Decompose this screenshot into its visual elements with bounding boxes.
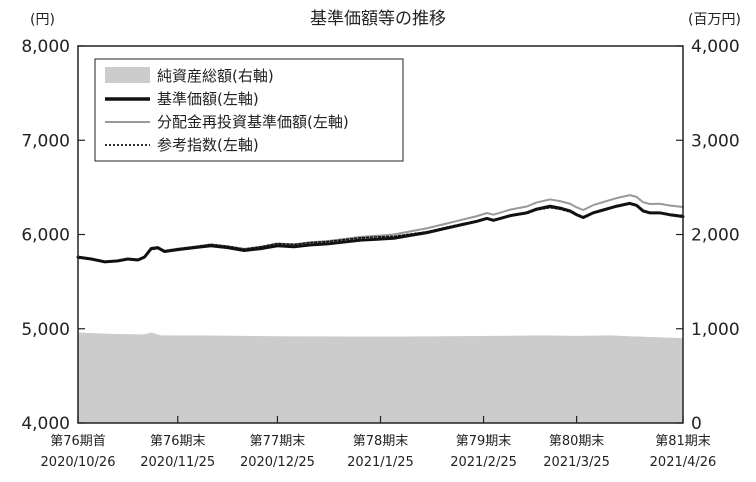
legend-label-net-assets: 純資産総額(右軸) xyxy=(157,67,274,85)
x-tick-label-period: 第81期末 xyxy=(655,434,711,449)
y-left-tick-label: 4,000 xyxy=(21,414,70,434)
legend-label-reinvested-nav: 分配金再投資基準価額(左軸) xyxy=(157,113,349,131)
y-left-tick-label: 8,000 xyxy=(21,37,70,57)
x-tick-label-date: 2021/3/25 xyxy=(543,455,610,470)
x-tick-label-period: 第80期末 xyxy=(549,434,605,449)
x-tick-label-period: 第77期末 xyxy=(250,434,306,449)
tick-layer: 8,000 7,000 6,000 5,000 4,000 4,000 3,000 2,000… xyxy=(21,37,739,470)
y-right-tick-label: 2,000 xyxy=(691,226,740,246)
y-right-tick-label: 1,000 xyxy=(691,320,740,340)
legend-label-benchmark: 参考指数(左軸) xyxy=(157,136,259,154)
y-left-tick-label: 7,000 xyxy=(21,131,70,151)
y-left-tick-label: 6,000 xyxy=(21,226,70,246)
x-tick-label-date: 2020/12/25 xyxy=(240,455,315,470)
x-tick-label-date: 2020/11/25 xyxy=(140,455,215,470)
legend-label-nav: 基準価額(左軸) xyxy=(157,90,259,108)
x-tick-label-period: 第76期首 xyxy=(50,434,106,449)
x-tick-label-period: 第78期末 xyxy=(353,434,409,449)
x-tick-label-date: 2020/10/26 xyxy=(41,455,116,470)
y-left-tick-label: 5,000 xyxy=(21,320,70,340)
x-tick-label-period: 第76期末 xyxy=(150,434,206,449)
x-tick-label-date: 2021/1/25 xyxy=(347,455,414,470)
y-right-tick-label: 3,000 xyxy=(691,131,740,151)
x-tick-label-period: 第79期末 xyxy=(456,434,512,449)
x-tick-label-date: 2021/2/25 xyxy=(450,455,517,470)
y-right-unit: (百万円) xyxy=(688,12,741,28)
chart-title: 基準価額等の推移 xyxy=(310,9,446,29)
legend: 純資産総額(右軸) 基準価額(左軸) 分配金再投資基準価額(左軸) 参考指数(左… xyxy=(94,58,404,162)
y-right-tick-label: 4,000 xyxy=(691,37,740,57)
line-layer xyxy=(76,194,685,264)
x-tick-label-date: 2021/4/26 xyxy=(650,455,717,470)
y-left-unit: (円) xyxy=(30,12,55,28)
series-nav-line xyxy=(76,201,685,264)
legend-swatch-net-assets xyxy=(105,67,150,83)
series-net-assets-area xyxy=(78,332,683,423)
y-right-tick-label: 0 xyxy=(691,414,702,434)
area-layer xyxy=(78,332,683,423)
